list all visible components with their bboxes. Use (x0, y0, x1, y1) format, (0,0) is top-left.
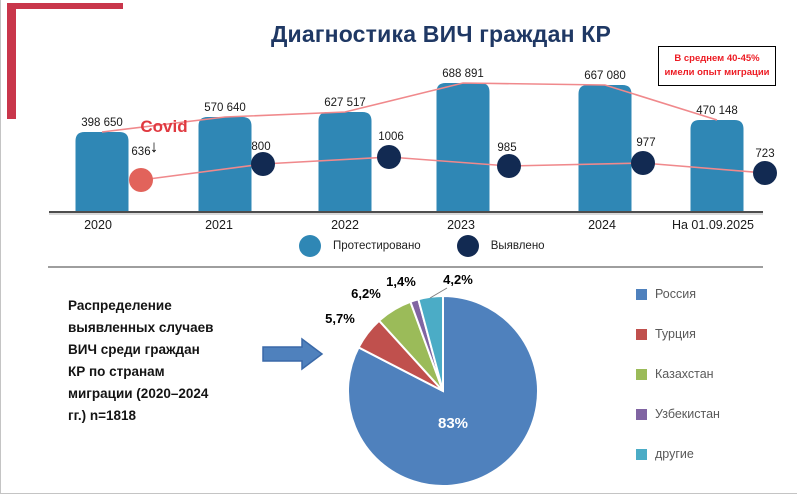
category-label-0: 2020 (84, 218, 112, 232)
pie-value-label-4: 4,2% (443, 272, 473, 287)
bar-5 (690, 120, 744, 212)
pie-legend-item-uzbekistan: Узбекистан (636, 407, 720, 421)
bar-1 (198, 117, 252, 212)
bar-4 (578, 85, 632, 212)
corner-accent-horizontal (7, 3, 123, 9)
detected-point-2 (377, 145, 401, 169)
page-title: Диагностика ВИЧ граждан КР (270, 21, 612, 47)
pie-legend-item-turkey: Турция (636, 327, 720, 341)
pie-legend-item-russia: Россия (636, 287, 720, 301)
pie-value-label-2: 6,2% (351, 286, 381, 301)
detected-legend-label: Выявлено (490, 240, 545, 252)
pie-slice-0 (347, 294, 539, 487)
tested-legend-marker (299, 235, 321, 257)
bar-value-label-5: 470 148 (696, 105, 738, 117)
tested-trendline (101, 82, 718, 133)
legend-label-turkey: Турция (655, 327, 696, 341)
category-label-2: 2022 (331, 218, 359, 232)
legend-label-uzbekistan: Узбекистан (655, 407, 720, 421)
detected-value-label-2: 1006 (378, 131, 404, 143)
legend-swatch-other (636, 448, 647, 460)
bar-value-label-4: 667 080 (584, 70, 626, 82)
bar-value-label-0: 398 650 (81, 117, 123, 129)
category-label-1: 2021 (205, 218, 233, 232)
arrow-icon (262, 337, 324, 371)
bar-value-label-2: 627 517 (324, 97, 366, 109)
detected-legend-marker (456, 235, 479, 257)
legend-swatch-turkey (636, 328, 647, 340)
detected-value-label-1: 800 (251, 141, 270, 153)
detected-point-3 (497, 154, 521, 178)
section-divider (48, 266, 763, 268)
detected-point-0 (129, 168, 153, 192)
pie-slice-1 (357, 319, 444, 392)
bar-value-label-1: 570 640 (204, 102, 246, 114)
legend-swatch-russia (636, 288, 647, 300)
bar-2 (318, 112, 372, 212)
legend-swatch-uzbekistan (636, 408, 647, 420)
legend-swatch-kazakhstan (636, 368, 647, 380)
detected-value-label-4: 977 (636, 137, 655, 149)
bar-3 (436, 83, 490, 212)
pie-value-label-3: 1,4% (386, 274, 416, 289)
pie-value-label-1: 5,7% (325, 311, 355, 326)
pie-legend-item-kazakhstan: Казахстан (636, 367, 720, 381)
pie-slice-2 (377, 300, 444, 392)
legend-label-russia: Россия (655, 287, 696, 301)
tested-legend-label: Протестировано (333, 240, 421, 252)
bar-value-label-3: 688 891 (442, 68, 484, 80)
detected-value-label-3: 985 (497, 142, 516, 154)
covid-annotation: Covid (140, 117, 187, 136)
pie-value-label-0: 83% (438, 415, 468, 432)
bar-chart-legend: Протестировано Выявлено (299, 235, 545, 257)
detected-point-4 (631, 151, 655, 175)
covid-down-arrow-icon: ↓ (150, 137, 159, 156)
pie-description: Распределение выявленных случаев ВИЧ сре… (68, 298, 214, 423)
pie-leader-line (429, 287, 448, 299)
detected-point-5 (753, 161, 777, 185)
detected-trendline (140, 156, 766, 181)
pie-slice-4 (417, 294, 444, 392)
pie-slice-3 (409, 298, 444, 392)
bar-0 (75, 132, 129, 212)
legend-label-kazakhstan: Казахстан (655, 367, 714, 381)
category-label-5: На 01.09.2025 (672, 218, 754, 232)
pie-legend-item-other: другие (636, 447, 720, 461)
category-label-4: 2024 (588, 218, 616, 232)
category-label-3: 2023 (447, 218, 475, 232)
corner-accent-vertical (7, 3, 16, 119)
detected-point-1 (251, 152, 275, 176)
legend-label-other: другие (655, 447, 694, 461)
pie-legend: Россия Турция Казахстан Узбекистан други… (636, 287, 720, 488)
migration-note-box: В среднем 40-45% имели опыт миграции (658, 46, 776, 86)
detected-value-label-0: 636 (131, 146, 150, 158)
detected-value-label-5: 723 (755, 148, 774, 160)
